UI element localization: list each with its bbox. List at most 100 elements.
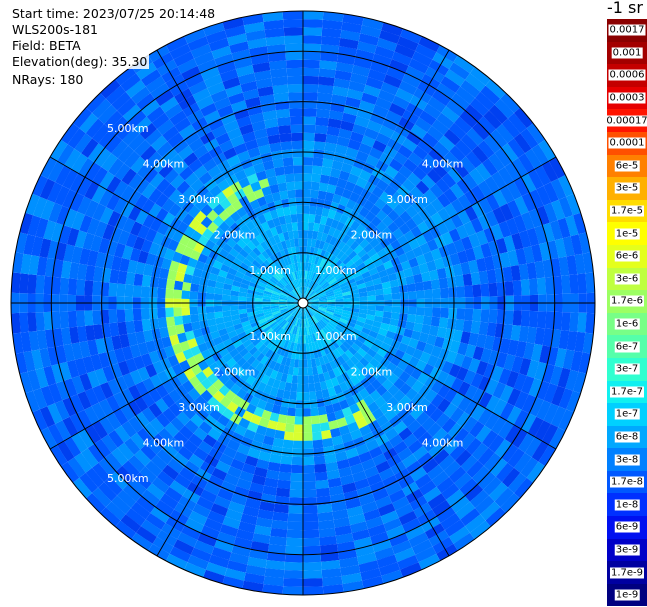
radar-cell [245, 403, 257, 415]
radar-cell [314, 382, 322, 392]
radar-cell [227, 127, 242, 140]
radar-cell [514, 391, 529, 410]
radar-cell [171, 343, 183, 355]
radar-cell [171, 230, 184, 243]
radar-cell [360, 217, 371, 229]
radar-cell [284, 214, 292, 224]
radar-cell [255, 291, 264, 296]
radar-cell [311, 255, 317, 264]
radar-cell [289, 342, 295, 351]
radar-cell [415, 290, 425, 299]
radar-cell [296, 254, 301, 263]
radar-cell [279, 406, 289, 416]
radar-cell [411, 51, 433, 67]
radar-cell [235, 367, 246, 378]
radar-cell [271, 519, 288, 530]
radar-cell [298, 287, 302, 296]
radar-cell [354, 213, 365, 225]
radar-cell [327, 303, 336, 307]
radar-cell [317, 290, 325, 296]
radar-cell [129, 344, 141, 359]
radar-cell [443, 402, 458, 418]
radar-cell [393, 421, 408, 435]
radar-cell [271, 295, 280, 299]
radar-cell [322, 19, 343, 30]
radar-cell [254, 70, 272, 81]
radar-cell [264, 270, 273, 278]
radar-cell [418, 262, 429, 274]
radar-cell [366, 120, 383, 133]
radar-cell [120, 514, 141, 533]
radar-cell [79, 373, 93, 392]
radar-cell [267, 420, 278, 430]
radar-cell [303, 132, 315, 142]
radar-cell [354, 258, 364, 267]
radar-cell [472, 245, 484, 260]
radar-cell [276, 354, 284, 364]
radar-cell [484, 176, 500, 194]
radar-cell [291, 222, 298, 231]
radar-cell [342, 291, 351, 296]
radar-cell [242, 88, 260, 101]
radar-cell [373, 258, 384, 268]
radar-cell [262, 296, 271, 300]
radar-cell [325, 461, 339, 472]
radar-cell [333, 211, 343, 222]
radar-cell [326, 334, 335, 343]
radar-cell [111, 91, 131, 111]
radar-cell [364, 127, 379, 140]
radar-cell [293, 280, 298, 289]
radar-cell [324, 312, 334, 318]
radar-cell [149, 286, 158, 298]
radar-cell [31, 236, 44, 257]
radar-cell [174, 473, 192, 489]
radar-cell [325, 273, 334, 282]
radar-cell [207, 318, 217, 327]
radar-cell [245, 191, 257, 203]
radar-cell [384, 408, 397, 422]
radar-cell [120, 404, 135, 421]
radar-cell [536, 277, 547, 295]
radar-cell [76, 279, 86, 296]
radar-cell [214, 53, 234, 67]
radar-cell [423, 343, 435, 355]
radar-cell [272, 511, 289, 522]
radar-cell [483, 110, 502, 130]
radar-cell [436, 82, 456, 100]
radar-cell [333, 248, 342, 258]
radar-cell [69, 262, 80, 280]
radar-cell [285, 239, 292, 249]
radar-cell [387, 209, 400, 222]
radar-cell [281, 198, 290, 208]
radar-cell [271, 191, 282, 202]
radar-cell [444, 69, 466, 87]
radar-cell [318, 373, 326, 383]
radar-cell [338, 170, 351, 181]
radar-cell [307, 289, 314, 297]
radar-cell [398, 427, 413, 441]
radar-cell [210, 266, 221, 276]
radar-cell [200, 270, 211, 280]
radar-cell [333, 313, 342, 319]
radar-cell [383, 260, 394, 270]
radar-cell [431, 499, 451, 517]
radar-cell [200, 102, 218, 117]
radar-cell [211, 45, 232, 60]
radar-cell [329, 394, 340, 405]
radar-cell [363, 352, 374, 363]
radar-cell [372, 539, 392, 553]
radar-cell [317, 310, 325, 316]
radar-cell [310, 238, 317, 248]
radar-cell [358, 312, 367, 319]
radar-cell [194, 395, 208, 408]
radar-cell [386, 525, 406, 540]
radar-cell [269, 412, 280, 422]
radar-cell [447, 422, 463, 439]
radar-cell [296, 270, 300, 280]
radar-cell [322, 158, 334, 169]
radar-cell [265, 285, 274, 291]
radar-cell [233, 451, 248, 464]
radar-cell [55, 165, 72, 186]
colorbar-label: 6e-5 [614, 160, 640, 172]
